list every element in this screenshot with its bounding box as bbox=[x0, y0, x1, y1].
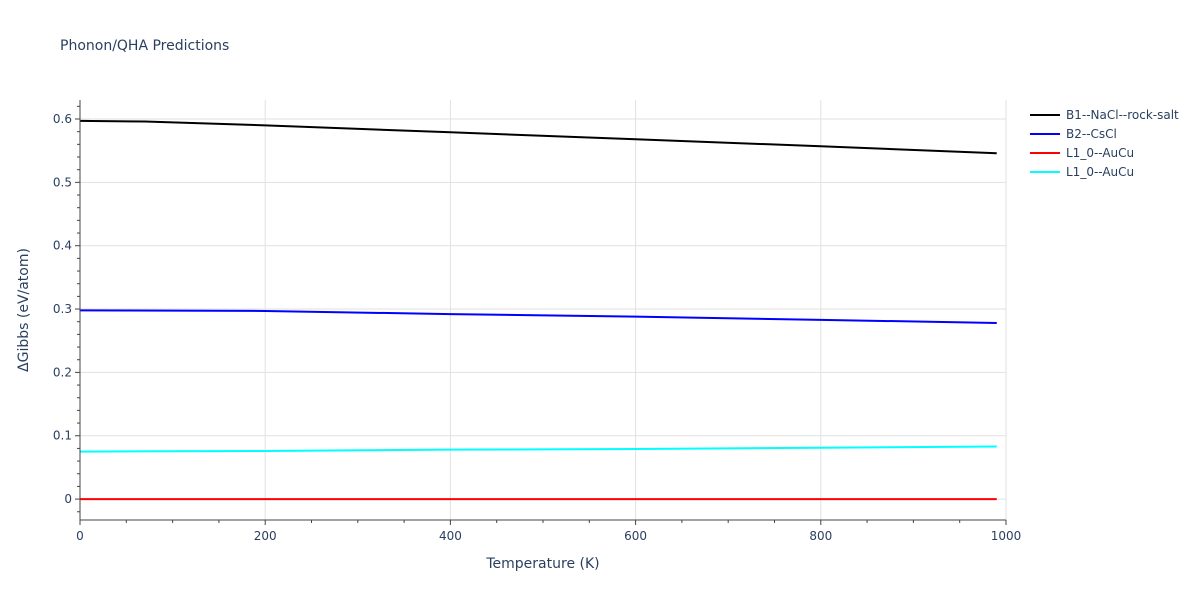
y-tick-label: 0 bbox=[64, 492, 72, 506]
x-tick-label: 600 bbox=[624, 529, 647, 543]
legend-label: L1_0--AuCu bbox=[1066, 165, 1134, 179]
legend[interactable]: B1--NaCl--rock-salt B2--CsCl L1_0--AuCu L1_… bbox=[1030, 108, 1179, 179]
y-tick-label: 0.2 bbox=[53, 365, 72, 379]
x-tick-label: 800 bbox=[809, 529, 832, 543]
x-tick-label: 0 bbox=[76, 529, 84, 543]
y-tick-label: 0.5 bbox=[53, 175, 72, 189]
legend-label: B2--CsCl bbox=[1066, 127, 1117, 141]
legend-label: L1_0--AuCu bbox=[1066, 146, 1134, 160]
series-layer bbox=[79, 119, 997, 501]
y-tick-label: 0.1 bbox=[53, 429, 72, 443]
x-tick-label: 200 bbox=[254, 529, 277, 543]
y-axis-title: ΔGibbs (eV/atom) bbox=[16, 248, 32, 372]
y-tick-label: 0.6 bbox=[53, 112, 72, 126]
legend-item[interactable]: L1_0--AuCu bbox=[1030, 146, 1134, 160]
x-tick-label: 400 bbox=[439, 529, 462, 543]
axes-layer: 0 200 400 600 800 1000 0 0.1 0.2 0.3 0.4 0.5 0.6 bbox=[53, 100, 1021, 543]
x-tick-label: 1000 bbox=[991, 529, 1022, 543]
legend-item[interactable]: B1--NaCl--rock-salt bbox=[1030, 108, 1179, 122]
legend-label: B1--NaCl--rock-salt bbox=[1066, 108, 1179, 122]
series-line-0[interactable] bbox=[79, 119, 997, 155]
y-tick-label: 0.4 bbox=[53, 239, 72, 253]
chart-title: Phonon/QHA Predictions bbox=[60, 38, 229, 54]
y-tick-label: 0.3 bbox=[53, 302, 72, 316]
legend-item[interactable]: L1_0--AuCu bbox=[1030, 165, 1134, 179]
x-axis-title: Temperature (K) bbox=[485, 556, 599, 572]
series-line-3[interactable] bbox=[79, 445, 997, 453]
legend-item[interactable]: B2--CsCl bbox=[1030, 127, 1117, 141]
series-line-1[interactable] bbox=[79, 309, 997, 324]
